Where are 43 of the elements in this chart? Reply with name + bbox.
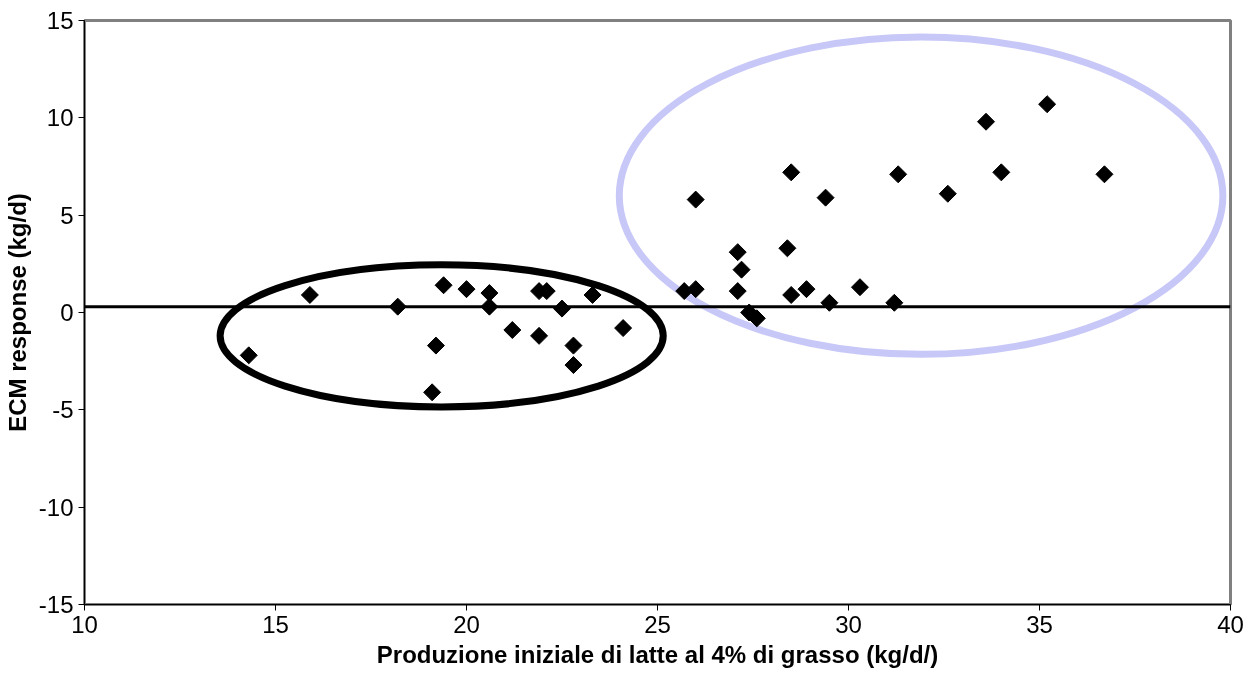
y-tick-label: 10: [46, 104, 74, 132]
point: [889, 165, 908, 184]
point: [239, 346, 258, 365]
point: [300, 285, 319, 304]
point: [583, 285, 602, 304]
point: [850, 278, 869, 297]
x-tick-label: 25: [644, 610, 671, 638]
point: [732, 260, 751, 279]
y-tick-label: 15: [46, 7, 74, 34]
point: [938, 184, 957, 203]
y-tick-label: 5: [60, 201, 74, 229]
y-tick-label: -5: [52, 396, 74, 424]
x-tick-label: 35: [1026, 610, 1053, 638]
point: [728, 282, 747, 301]
x-tick-label: 40: [1217, 610, 1244, 638]
point: [977, 112, 996, 131]
point: [503, 321, 522, 340]
point: [457, 280, 476, 299]
x-tick-label: 30: [835, 610, 862, 638]
x-axis-title: Produzione iniziale di latte al 4% di grasso (kg/d/): [376, 640, 939, 668]
point: [530, 326, 549, 345]
point: [434, 276, 453, 295]
y-tick-label: -15: [38, 591, 74, 618]
point: [728, 243, 747, 262]
y-tick-label: -10: [38, 493, 74, 521]
point: [564, 356, 583, 375]
point: [778, 239, 797, 258]
y-axis-title: ECM response (kg/d): [3, 193, 31, 432]
point: [782, 285, 801, 304]
point: [614, 319, 633, 338]
point: [782, 163, 801, 182]
point: [797, 280, 816, 299]
x-tick-label: 15: [262, 610, 289, 638]
point: [686, 190, 705, 209]
point: [992, 163, 1011, 182]
point: [426, 336, 445, 355]
point: [1038, 95, 1057, 114]
point: [816, 188, 835, 207]
point: [423, 383, 442, 402]
point: [1095, 165, 1114, 184]
point: [564, 336, 583, 355]
y-tick-label: 0: [60, 299, 74, 326]
x-tick-label: 20: [453, 610, 480, 638]
